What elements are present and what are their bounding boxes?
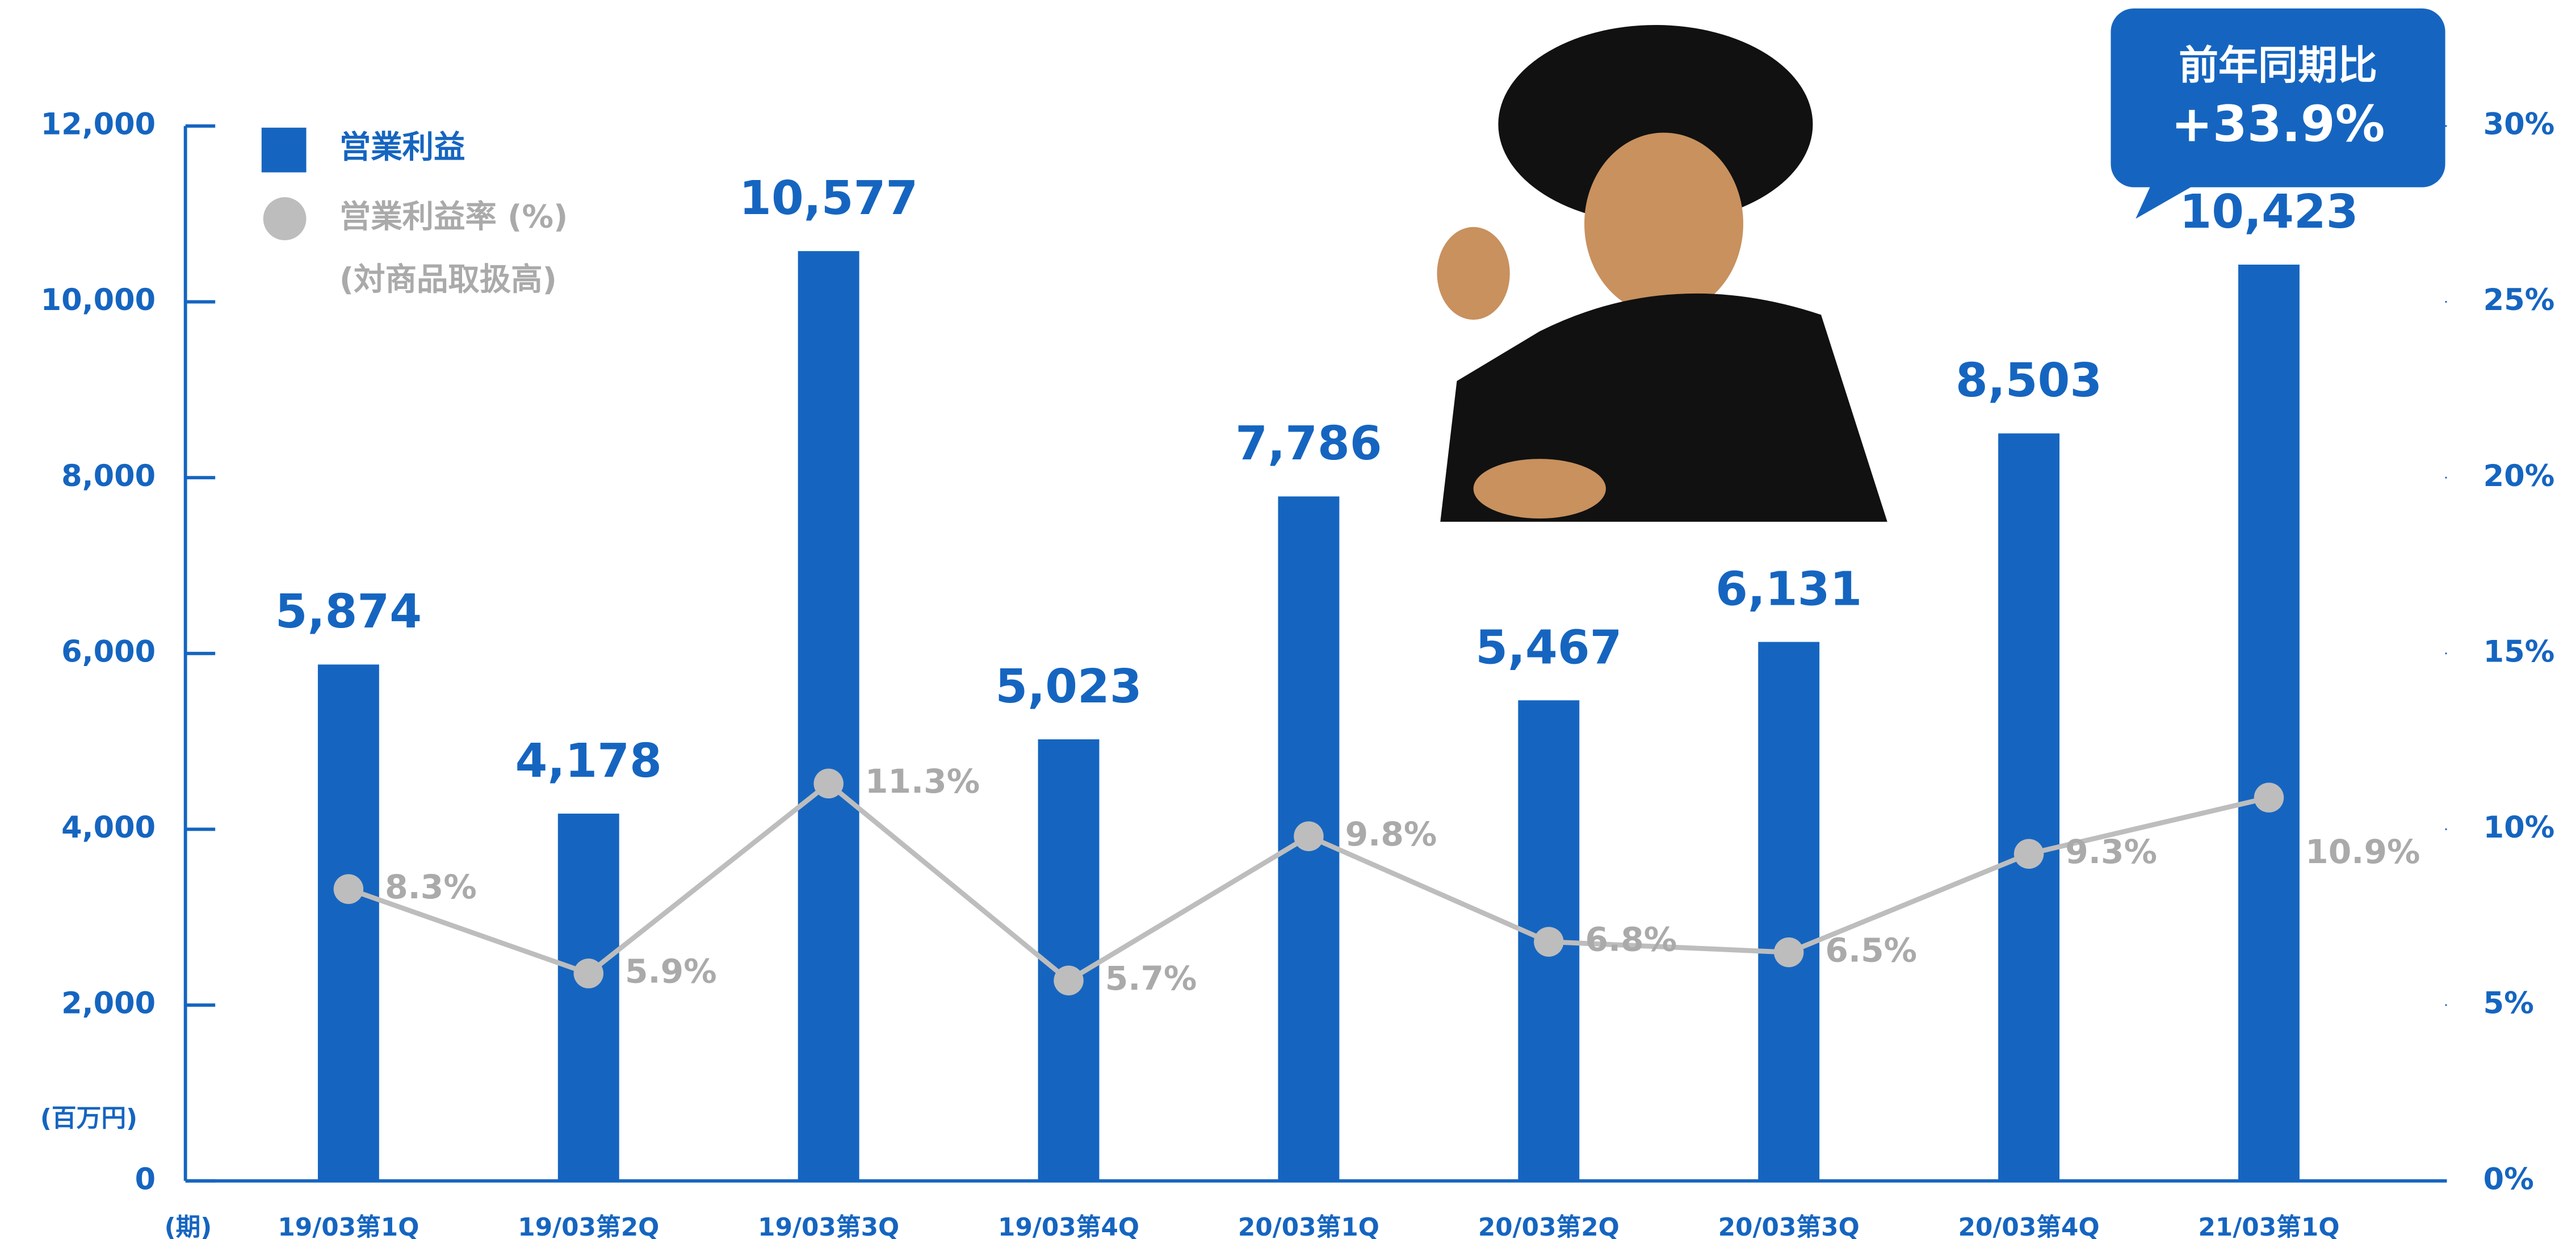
bar — [1998, 433, 2060, 1181]
x-tick-label: 20/03第3Q — [1718, 1213, 1860, 1239]
legend-swatch — [263, 197, 307, 241]
x-tick-label: 21/03第1Q — [2198, 1213, 2339, 1239]
y-tick-label: 12,000 — [41, 107, 156, 142]
bar-value-label: 5,023 — [995, 660, 1142, 714]
x-label: (期) — [165, 1213, 212, 1239]
y2-tick-label: 5% — [2483, 986, 2534, 1021]
bar — [1758, 642, 1820, 1181]
y-tick-label: 10,000 — [41, 283, 156, 317]
legend-label: 営業利益 — [339, 129, 465, 166]
y2-tick-label: 20% — [2483, 459, 2555, 493]
y-unit: (百万円) — [40, 1104, 137, 1133]
bar — [557, 813, 619, 1181]
line-point — [2254, 782, 2284, 813]
x-tick-label: 20/03第1Q — [1238, 1213, 1379, 1239]
x-tick-label: 19/03第4Q — [998, 1213, 1139, 1239]
line-point — [573, 958, 604, 989]
x-tick-label: 19/03第1Q — [278, 1213, 419, 1239]
y-tick-label: 2,000 — [61, 986, 156, 1021]
legend-label: 営業利益率 (%) — [339, 199, 568, 235]
bar-value-label: 4,178 — [515, 734, 662, 788]
bar — [1038, 739, 1100, 1181]
line-point — [1534, 927, 1564, 957]
callout-title: 前年同期比 — [2179, 42, 2377, 89]
line-point — [1054, 965, 1084, 995]
illustration — [1437, 24, 1887, 522]
line-point — [1294, 821, 1324, 852]
x-tick-label: 20/03第4Q — [1958, 1213, 2100, 1239]
bar-value-label: 10,577 — [739, 171, 918, 225]
line-value-label: 6.8% — [1585, 920, 1677, 959]
line-value-label: 10.9% — [2305, 832, 2420, 871]
callout-pointer — [2136, 182, 2194, 219]
line-value-label: 6.5% — [1825, 931, 1917, 969]
line-point — [333, 874, 364, 904]
bar-value-label: 10,423 — [2179, 185, 2358, 239]
line-point — [2013, 839, 2044, 869]
line-point — [813, 768, 844, 799]
bar — [317, 664, 379, 1181]
line-value-label: 8.3% — [385, 868, 477, 906]
line-value-label: 5.7% — [1105, 959, 1197, 998]
callout: 前年同期比 +33.9% — [2111, 8, 2445, 219]
bar-value-label: 5,874 — [275, 585, 422, 639]
y2-tick-label: 0% — [2483, 1162, 2534, 1196]
callout-box — [2111, 8, 2445, 187]
x-tick-label: 20/03第2Q — [1478, 1213, 1620, 1239]
x-tick-label: 19/03第3Q — [758, 1213, 899, 1239]
legend-swatch — [261, 127, 307, 173]
bar-value-label: 5,467 — [1475, 621, 1622, 675]
bar — [798, 251, 859, 1181]
line-value-label: 11.3% — [865, 762, 980, 801]
line-point — [1773, 937, 1804, 968]
y-tick-label: 4,000 — [61, 810, 156, 845]
bar — [2238, 265, 2300, 1181]
legend-note: (対商品取扱高) — [339, 262, 557, 298]
y-tick-label: 8,000 — [61, 459, 156, 493]
bar-value-label: 6,131 — [1715, 562, 1862, 616]
y-tick-label: 0 — [135, 1162, 156, 1196]
bar-value-label: 8,503 — [1956, 354, 2102, 408]
y2-tick-label: 10% — [2483, 810, 2555, 845]
y2-tick-label: 25% — [2483, 283, 2555, 317]
bar-value-label: 7,786 — [1235, 417, 1382, 471]
line-value-label: 9.3% — [2065, 832, 2157, 871]
line-value-label: 5.9% — [625, 952, 717, 990]
line-value-label: 9.8% — [1345, 815, 1437, 853]
y2-tick-label: 30% — [2483, 107, 2555, 142]
callout-text: +33.9% — [2171, 95, 2385, 153]
y-tick-label: 6,000 — [61, 634, 156, 669]
x-tick-label: 19/03第2Q — [518, 1213, 659, 1239]
y2-tick-label: 15% — [2483, 634, 2555, 669]
